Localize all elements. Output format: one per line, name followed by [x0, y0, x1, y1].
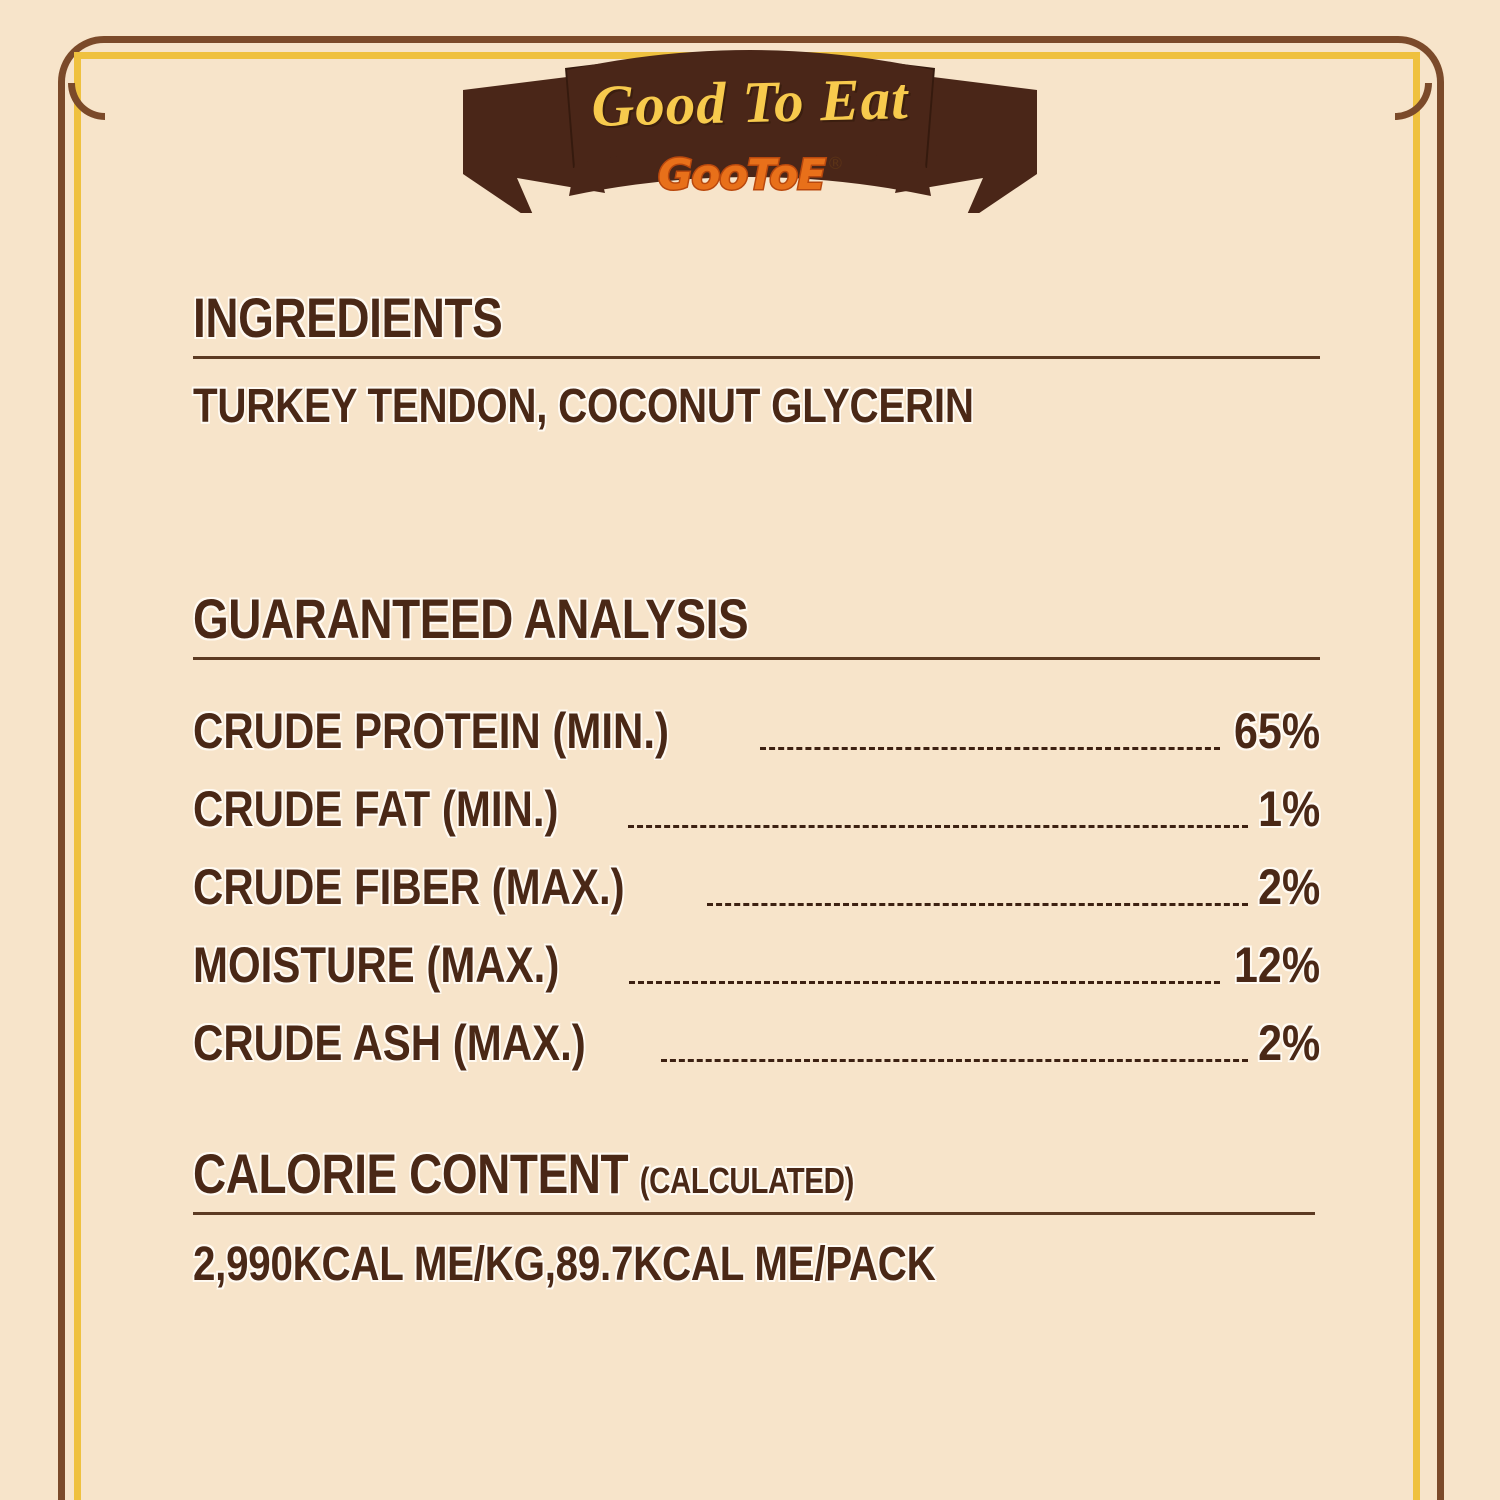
nutrient-label: MOISTURE (MAX.)	[193, 937, 560, 993]
calorie-content-heading-qualifier: (CALCULATED)	[639, 1160, 855, 1201]
label-content: INGREDIENTS TURKEY TENDON, COCONUT GLYCE…	[193, 290, 1320, 1289]
guaranteed-analysis-section: GUARANTEED ANALYSIS CRUDE PROTEIN (MIN.)…	[193, 591, 1320, 1068]
ingredients-heading: INGREDIENTS	[193, 286, 503, 349]
leader-dots	[629, 981, 1220, 984]
guaranteed-analysis-heading: GUARANTEED ANALYSIS	[193, 587, 749, 650]
logo-text: GooToE	[657, 149, 828, 201]
nutrient-label: CRUDE FIBER (MAX.)	[193, 859, 625, 915]
banner-title: Good To Eat	[590, 65, 910, 139]
table-row: CRUDE PROTEIN (MIN.) 65%	[193, 678, 1320, 756]
table-row: CRUDE ASH (MAX.) 2%	[193, 990, 1320, 1068]
nutrient-value: 2%	[1257, 859, 1320, 915]
nutrient-label: CRUDE FAT (MIN.)	[193, 781, 559, 837]
calorie-content-section: CALORIE CONTENT (CALCULATED) 2,990KCAL ME…	[193, 1146, 1320, 1289]
ribbon-main-band	[567, 50, 933, 168]
nutrient-value: 1%	[1257, 781, 1320, 837]
leader-dots	[628, 825, 1248, 828]
nutrient-value: 12%	[1233, 937, 1320, 993]
table-row: CRUDE FIBER (MAX.) 2%	[193, 834, 1320, 912]
brand-logo-mark: GooToE ®	[455, 149, 1045, 201]
calorie-content-heading: CALORIE CONTENT (CALCULATED)	[193, 1146, 1117, 1202]
leader-dots	[706, 903, 1248, 906]
guaranteed-analysis-rows: CRUDE PROTEIN (MIN.) 65% CRUDE FAT (MIN.…	[193, 678, 1320, 1068]
section-spacer	[193, 431, 1320, 591]
nutrient-value: 65%	[1233, 703, 1320, 759]
corner-flourish-top-left	[52, 30, 158, 136]
corner-flourish-top-right	[1342, 30, 1448, 136]
calorie-content-text: 2,990KCAL ME/KG,89.7KCAL ME/PACK	[193, 1238, 936, 1291]
table-row: MOISTURE (MAX.) 12%	[193, 912, 1320, 990]
guaranteed-analysis-divider	[193, 657, 1320, 660]
brand-banner: Good To Eat GooToE ®	[455, 28, 1045, 213]
nutrient-label: CRUDE ASH (MAX.)	[193, 1015, 586, 1071]
leader-dots	[759, 747, 1220, 750]
calorie-content-divider	[193, 1212, 1315, 1215]
ingredients-section: INGREDIENTS TURKEY TENDON, COCONUT GLYCE…	[193, 290, 1320, 431]
nutrient-label: CRUDE PROTEIN (MIN.)	[193, 703, 669, 759]
ingredients-text: TURKEY TENDON, COCONUT GLYCERIN	[193, 380, 974, 433]
section-spacer	[193, 1068, 1320, 1146]
registered-trademark-icon: ®	[826, 153, 844, 174]
ingredients-divider	[193, 356, 1320, 359]
table-row: CRUDE FAT (MIN.) 1%	[193, 756, 1320, 834]
nutrient-value: 2%	[1257, 1015, 1320, 1071]
ribbon-lower-band	[569, 146, 931, 196]
leader-dots	[660, 1059, 1248, 1062]
calorie-content-heading-main: CALORIE CONTENT	[193, 1142, 629, 1205]
